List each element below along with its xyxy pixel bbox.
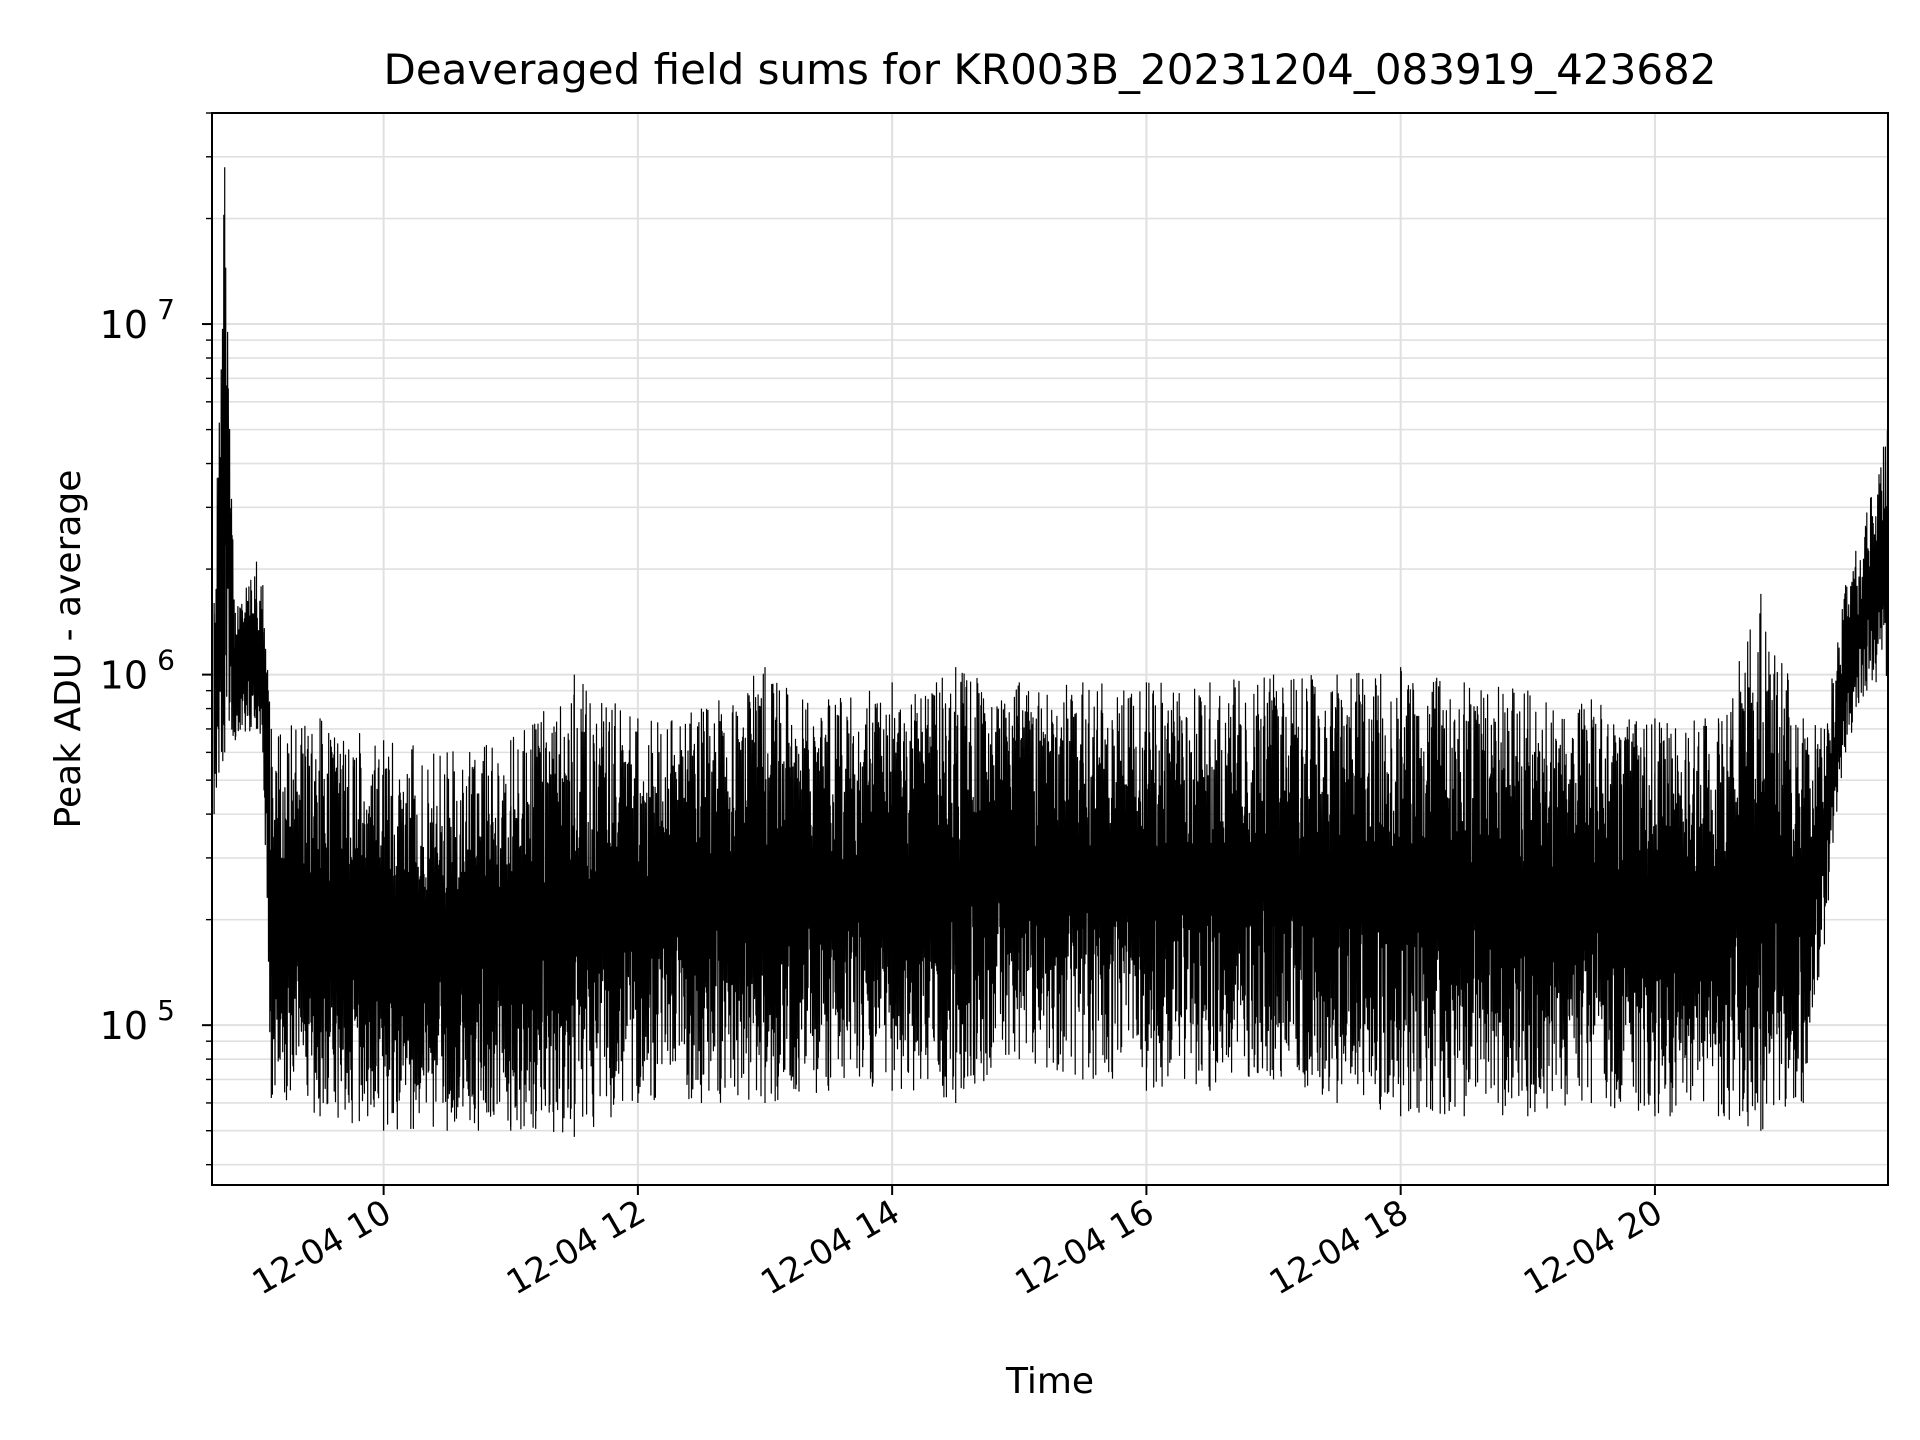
data-layer bbox=[213, 167, 1889, 1137]
y-tick-exponent: 7 bbox=[157, 293, 175, 326]
y-tick-exponent: 6 bbox=[157, 644, 175, 677]
x-axis-label: Time bbox=[1005, 1361, 1094, 1402]
plot-frame bbox=[211, 112, 1889, 1186]
x-tick-label: 12-04 10 bbox=[246, 1192, 398, 1303]
chart-title: Deaveraged field sums for KR003B_2023120… bbox=[384, 45, 1717, 94]
y-tick-label: 10 bbox=[100, 654, 148, 698]
x-tick-label: 12-04 18 bbox=[1263, 1192, 1415, 1303]
y-tick-label: 10 bbox=[100, 303, 148, 347]
x-tick-label: 12-04 16 bbox=[1009, 1192, 1161, 1303]
y-tick-exponent: 5 bbox=[157, 994, 175, 1027]
y-axis-label: Peak ADU - average bbox=[48, 470, 89, 829]
x-tick-label: 12-04 14 bbox=[754, 1192, 906, 1303]
data-series-line bbox=[213, 214, 1889, 1133]
x-tick-label: 12-04 12 bbox=[500, 1192, 652, 1303]
x-tick-label: 12-04 20 bbox=[1517, 1192, 1669, 1303]
y-tick-label: 10 bbox=[100, 1004, 148, 1048]
